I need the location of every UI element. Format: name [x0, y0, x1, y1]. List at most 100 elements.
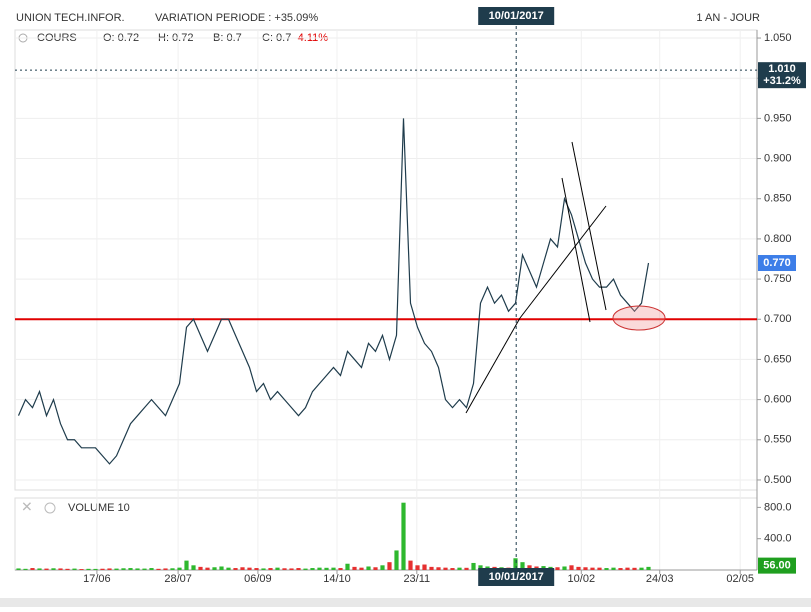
volume-bar — [128, 568, 133, 570]
volume-bar — [23, 568, 28, 570]
volume-bar — [366, 566, 371, 570]
volume-bar — [576, 566, 581, 570]
x-tick-label: 02/05 — [726, 573, 754, 585]
volume-bar — [611, 567, 616, 570]
y-tick-label: 0.950 — [764, 112, 792, 124]
volume-bar — [394, 550, 399, 570]
volume-bar — [527, 565, 532, 570]
crosshair-top-label-box — [478, 7, 555, 25]
volume-bar — [289, 568, 294, 570]
volume-bar — [436, 567, 441, 570]
y-tick-label: 0.600 — [764, 394, 792, 406]
y-tick-label: 400.0 — [764, 533, 792, 545]
marker-label: 0.770 — [763, 257, 791, 269]
volume-bar — [450, 568, 455, 570]
volume-bar — [37, 568, 42, 570]
volume-bar — [429, 566, 434, 570]
x-tick-label: 28/07 — [164, 573, 192, 585]
volume-bar — [345, 563, 350, 570]
volume-bar — [583, 567, 588, 570]
crosshair-bottom-label-box — [478, 568, 555, 586]
volume-bar — [79, 569, 84, 570]
volume-bar — [114, 568, 119, 570]
marker-box — [758, 557, 796, 574]
volume-bar — [457, 567, 462, 570]
volume-bar — [513, 558, 518, 570]
marker-box — [758, 62, 806, 89]
volume-bar — [324, 567, 329, 570]
volume-bar — [569, 565, 574, 570]
y-tick-label: 0.500 — [764, 474, 792, 486]
volume-bar — [233, 568, 238, 570]
settings-icon[interactable] — [44, 502, 56, 514]
volume-bar — [205, 567, 210, 570]
volume-bar — [359, 567, 364, 570]
volume-bar — [86, 568, 91, 570]
volume-bar — [632, 567, 637, 570]
y-tick-label: 0.750 — [764, 273, 792, 285]
volume-bar — [51, 568, 56, 570]
marker-note: +31.2% — [763, 75, 801, 87]
subtitle: VARIATION PERIODE : +35.09% — [155, 12, 318, 24]
trend-line — [519, 205, 607, 319]
close-icon[interactable]: ✕ — [21, 499, 33, 515]
y-tick-label: 1.050 — [764, 32, 792, 44]
trend-line — [571, 141, 607, 311]
y-tick-label: 0.550 — [764, 434, 792, 446]
volume-bar — [247, 567, 252, 570]
volume-bar — [275, 567, 280, 570]
chart-title: UNION TECH.INFOR. — [16, 12, 125, 24]
volume-bar — [198, 566, 203, 570]
volume-bar — [590, 567, 595, 570]
crosshair-bottom-label: 10/01/2017 — [489, 571, 544, 583]
volume-bar — [16, 568, 21, 570]
marker-label: 56.00 — [763, 560, 791, 572]
volume-bar — [415, 565, 420, 570]
crosshair-top-label: 10/01/2017 — [489, 10, 544, 22]
volume-bar — [310, 568, 315, 570]
price-line — [17, 118, 650, 465]
volume-bar — [380, 565, 385, 570]
volume-bar — [149, 568, 154, 570]
volume-bar — [317, 567, 322, 570]
x-tick-label: 10/02 — [568, 573, 596, 585]
volume-bar — [156, 568, 161, 570]
volume-bar — [401, 502, 406, 570]
volume-bar — [562, 566, 567, 570]
volume-bar — [520, 562, 525, 570]
volume-bar — [254, 568, 259, 570]
volume-bar — [387, 562, 392, 570]
volume-bar — [93, 568, 98, 570]
volume-bar — [170, 568, 175, 570]
x-tick-label: 23/11 — [403, 573, 430, 585]
y-tick-label: 0.800 — [764, 233, 792, 245]
volume-bar — [478, 565, 483, 570]
volume-bar — [443, 567, 448, 570]
marker-label: 1.010 — [768, 63, 796, 75]
period: 1 AN - JOUR — [696, 12, 760, 24]
scrollbar[interactable] — [0, 598, 811, 607]
volume-bar — [191, 565, 196, 570]
volume-bar — [422, 564, 427, 570]
plot: 0.500 0.550 0.600 0.650 0.700 0.750 0.800 0.850… — [15, 7, 806, 586]
highlight-ellipse — [612, 305, 666, 331]
volume-bar — [226, 567, 231, 570]
volume-bar — [408, 560, 413, 570]
volume-bar — [597, 567, 602, 570]
x-tick-label: 06/09 — [244, 573, 272, 585]
volume-bar — [625, 567, 630, 570]
volume-bar — [261, 568, 266, 570]
volume-bar — [331, 567, 336, 570]
volume-bar — [373, 567, 378, 570]
volume-bar — [646, 566, 651, 570]
volume-bar — [44, 568, 49, 570]
volume-bar — [142, 568, 147, 570]
y-tick-label: 0.900 — [764, 152, 792, 164]
y-tick-label: 0.850 — [764, 193, 792, 205]
trend-line — [465, 317, 521, 414]
volume-bar — [121, 568, 126, 570]
volume-bar — [135, 568, 140, 570]
y-tick-label: 0.700 — [764, 313, 792, 325]
x-tick-label: 17/06 — [83, 573, 111, 585]
